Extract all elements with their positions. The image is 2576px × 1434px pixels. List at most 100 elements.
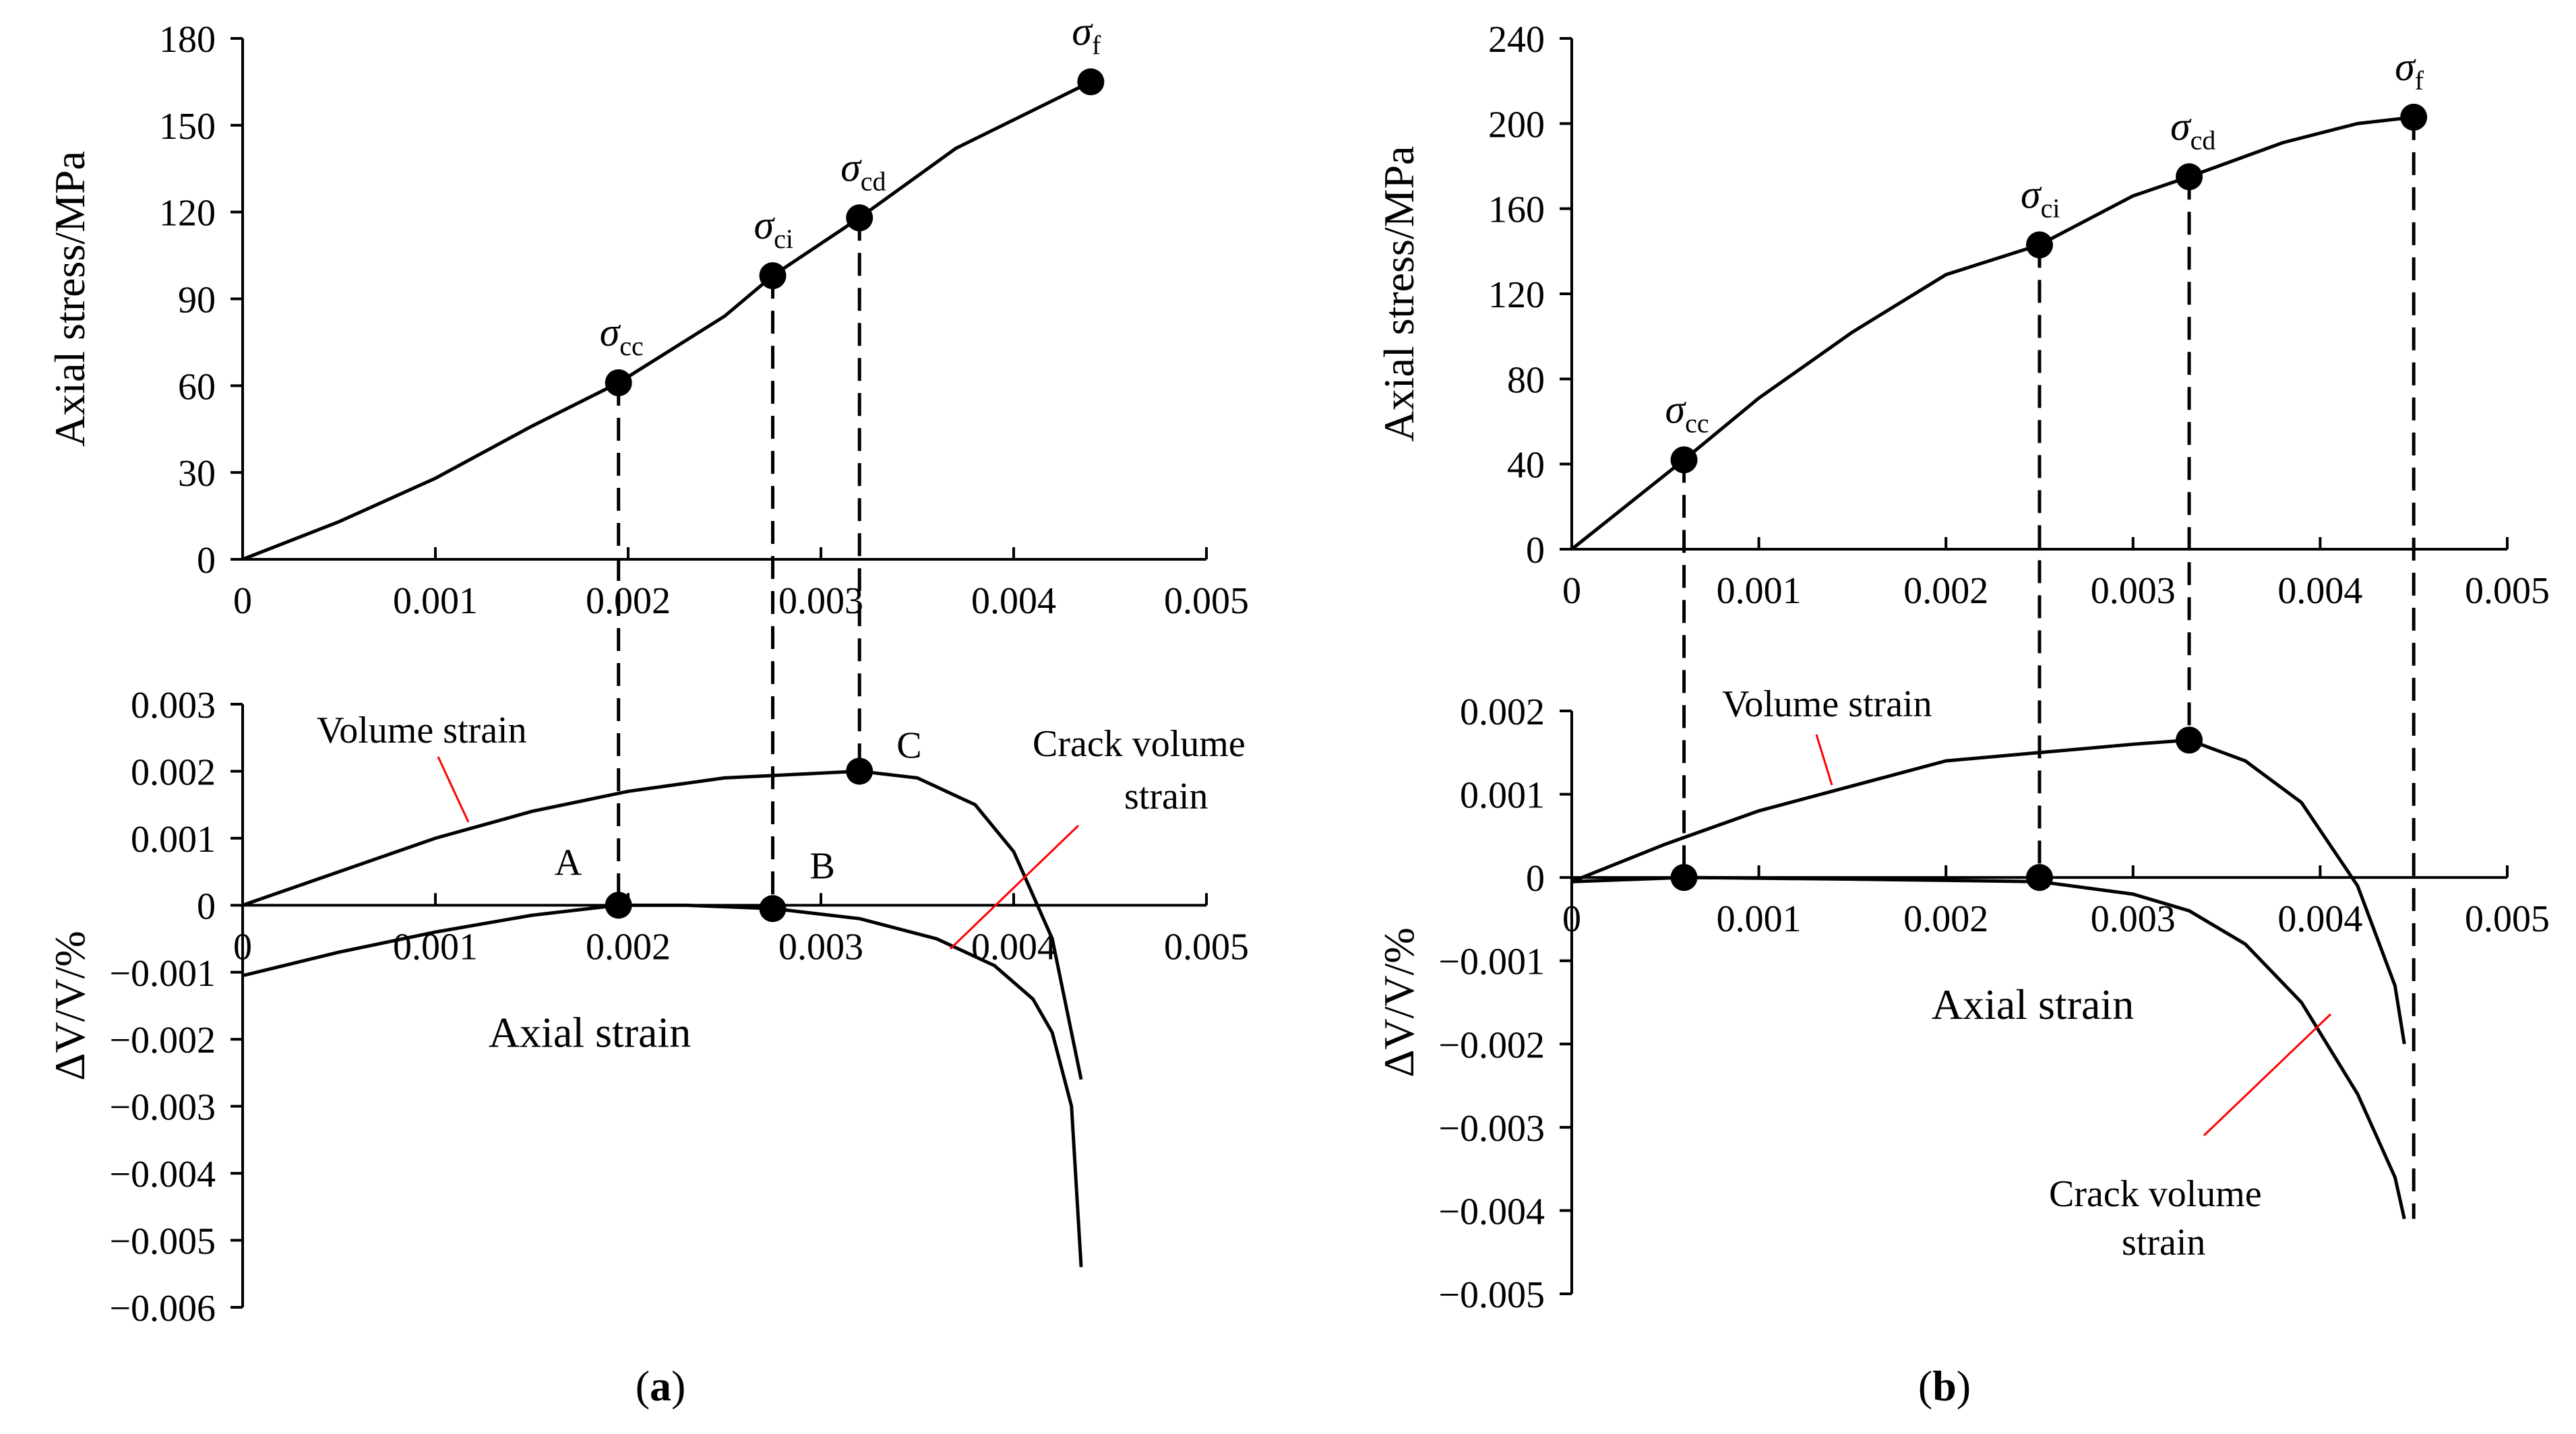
y-tick-label: 30 <box>178 453 216 495</box>
x-tick-label: 0 <box>233 926 252 968</box>
y-tick-label: 0.003 <box>131 685 216 726</box>
x-tick-label: 0 <box>1562 570 1581 612</box>
panel-caption-b: (b) <box>1918 1362 1971 1410</box>
stress-threshold-label: σcd <box>2170 104 2215 155</box>
volume-strain-annotation: Volume strain <box>317 710 527 751</box>
x-tick-label: 0.005 <box>2465 570 2550 612</box>
panel-b: 0 0.001 0.002 0.003 0.004 0.005 0 40 80 120 160 200… <box>1375 19 2550 1316</box>
panel-caption-a: (a) <box>636 1362 686 1410</box>
volume-strain-curve <box>1571 738 2406 1045</box>
y-tick-label: 80 <box>1507 359 1545 401</box>
leader-line <box>949 824 1080 950</box>
y-axis-label: ΔV/V/% <box>46 931 94 1080</box>
x-tick-label: 0.003 <box>778 926 863 968</box>
y-tick-label: −0.002 <box>109 1020 216 1061</box>
x-tick-label: 0.002 <box>586 580 671 622</box>
y-tick-label: −0.004 <box>1438 1191 1545 1233</box>
y-tick-label: 0 <box>1526 530 1545 571</box>
x-tick-label: 0.002 <box>1903 570 1988 612</box>
volume-strain-curve <box>242 769 1083 1080</box>
stress-threshold-label: σci <box>754 203 793 254</box>
x-tick-label: 0.003 <box>2091 898 2176 940</box>
stress-subplot-b: 0 0.001 0.002 0.003 0.004 0.005 0 40 80 120 160 200… <box>1375 19 2550 612</box>
y-tick-label: 90 <box>178 280 216 321</box>
y-tick-label: 0.002 <box>131 751 216 793</box>
leader-line <box>437 756 470 823</box>
y-tick-label: −0.001 <box>1438 941 1545 983</box>
y-tick-label: 240 <box>1488 19 1545 61</box>
stress-threshold-label: σf <box>2395 44 2424 96</box>
x-tick-label: 0.004 <box>2277 570 2362 612</box>
stress-threshold-point <box>1077 68 1105 96</box>
x-tick-label: 0.004 <box>2277 898 2362 940</box>
crack-volume-strain-annotation: Crack volume <box>2049 1173 2262 1215</box>
stress-threshold-label: σcc <box>1665 387 1709 438</box>
strain-point <box>1670 864 1698 892</box>
y-tick-label: −0.003 <box>109 1087 216 1129</box>
point-label-a: A <box>555 842 582 883</box>
y-tick-label: 120 <box>1488 274 1545 316</box>
x-axis-label: Axial strain <box>1932 980 2134 1028</box>
stress-threshold-label: σf <box>1072 9 1101 60</box>
strain-point <box>846 757 873 785</box>
y-tick-label: 0 <box>197 885 216 927</box>
crack-volume-strain-annotation: strain <box>1124 776 1208 817</box>
y-axis-label: Axial stress/MPa <box>46 151 94 447</box>
y-tick-label: 200 <box>1488 104 1545 146</box>
stress-threshold-label: σci <box>2021 172 2060 223</box>
leader-line <box>1815 734 1833 786</box>
y-tick-label: −0.004 <box>109 1154 216 1195</box>
x-tick-label: 0.003 <box>778 580 863 622</box>
point-label-c: C <box>896 724 921 766</box>
y-tick-label: −0.002 <box>1438 1024 1545 1066</box>
crack-volume-strain-annotation: Crack volume <box>1033 723 1246 765</box>
y-tick-label: 0.001 <box>1460 775 1545 817</box>
y-axis-label: Axial stress/MPa <box>1375 146 1423 441</box>
x-tick-label: 0.001 <box>1717 898 1802 940</box>
crack-volume-strain-curve <box>1571 875 2406 1220</box>
strain-subplot-b: 0 0.001 0.002 0.003 0.004 0.005 0.002 0.001 0 −0.… <box>1375 691 2550 1316</box>
x-tick-label: 0.002 <box>586 926 671 968</box>
volume-strain-annotation: Volume strain <box>1722 683 1932 725</box>
y-tick-label: 60 <box>178 366 216 408</box>
x-tick-label: 0.003 <box>2091 570 2176 612</box>
strain-point <box>759 895 787 923</box>
y-tick-label: −0.003 <box>1438 1108 1545 1150</box>
y-axis-label: ΔV/V/% <box>1375 927 1423 1077</box>
stress-curve <box>1570 115 2414 551</box>
y-tick-label: 160 <box>1488 189 1545 231</box>
x-tick-label: 0.005 <box>1164 926 1249 968</box>
strain-point <box>605 892 632 919</box>
x-tick-label: 0.001 <box>1717 570 1802 612</box>
y-tick-label: 40 <box>1507 445 1545 487</box>
y-tick-label: −0.006 <box>109 1288 216 1330</box>
x-tick-label: 0.002 <box>1903 898 1988 940</box>
crack-volume-strain-annotation: strain <box>2122 1222 2205 1264</box>
x-tick-label: 0.004 <box>971 580 1056 622</box>
y-tick-label: 0.001 <box>131 819 216 861</box>
stress-threshold-label: σcc <box>600 310 644 361</box>
leader-line <box>2203 1013 2332 1137</box>
y-tick-label: −0.005 <box>1438 1274 1545 1316</box>
crack-volume-strain-curve <box>242 903 1083 1268</box>
point-label-b: B <box>810 845 835 887</box>
x-tick-label: 0.005 <box>1164 580 1249 622</box>
y-tick-label: 0 <box>197 540 216 582</box>
y-tick-label: −0.001 <box>109 953 216 995</box>
y-tick-label: 120 <box>159 193 216 235</box>
x-tick-label: 0.001 <box>393 580 478 622</box>
stress-threshold-label: σcd <box>840 145 886 196</box>
y-tick-label: −0.005 <box>109 1221 216 1263</box>
y-tick-label: 0.002 <box>1460 691 1545 733</box>
strain-subplot-a: 0 0.001 0.002 0.003 0.004 0.0050.0030.0020.00… <box>46 685 1249 1330</box>
stress-subplot-a: 0 0.001 0.002 0.003 0.004 0.005 0 30 60 90 120 150 1… <box>46 9 1249 622</box>
y-tick-label: 150 <box>159 106 216 148</box>
panel-a: 0 0.001 0.002 0.003 0.004 0.005 0 30 60 90 120 150 1… <box>46 9 1249 1330</box>
x-tick-label: 0 <box>233 580 252 622</box>
x-axis-label: Axial strain <box>489 1008 691 1056</box>
stress-curve <box>242 80 1092 561</box>
y-tick-label: 180 <box>159 19 216 61</box>
x-tick-label: 0.005 <box>2465 898 2550 940</box>
y-tick-label: 0 <box>1526 858 1545 900</box>
